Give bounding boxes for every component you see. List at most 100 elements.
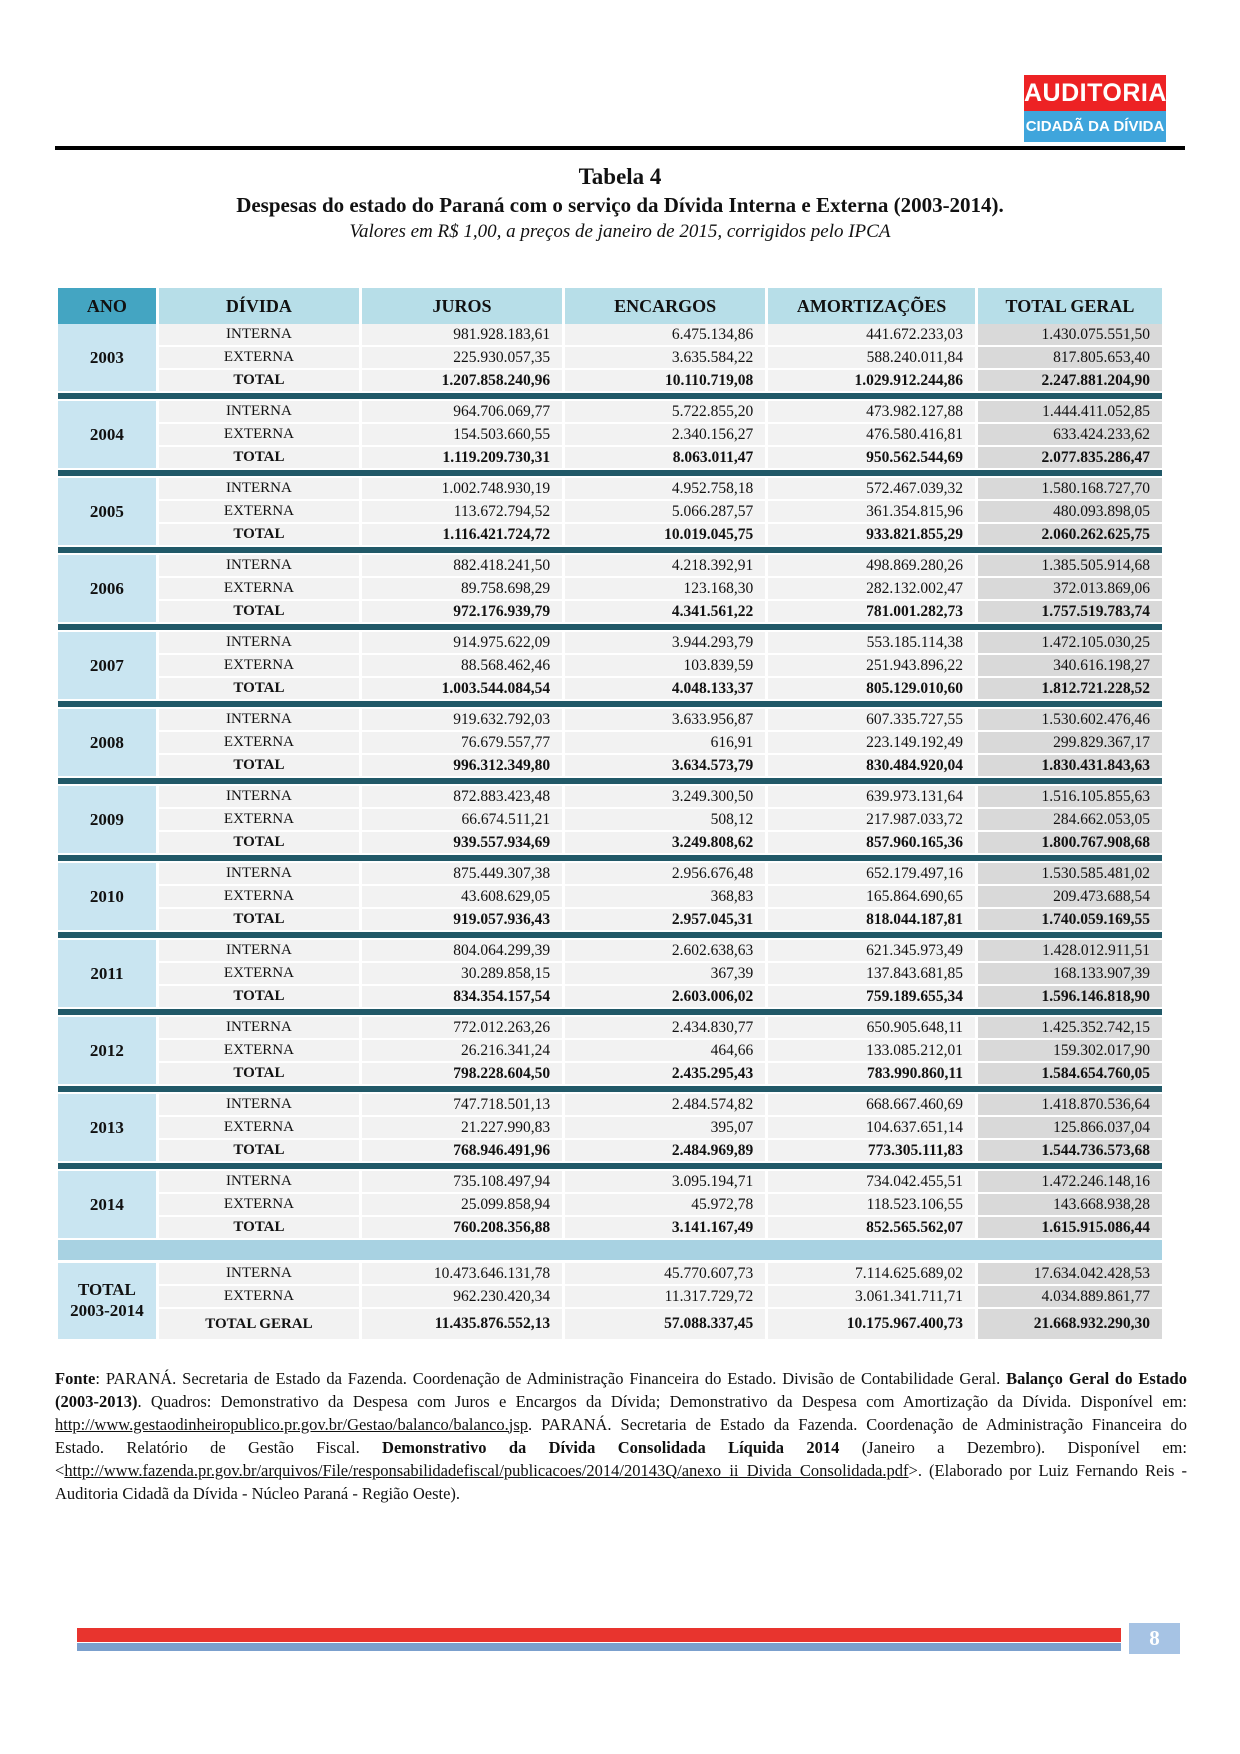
- table-row: TOTAL 1.003.544.084,54 4.048.133,37 805.129…: [58, 677, 1162, 701]
- debt-type-cell: INTERNA: [157, 939, 362, 963]
- value-cell: 964.706.069,77: [360, 400, 566, 424]
- value-cell: 3.141.167,49: [563, 1216, 769, 1240]
- value-cell: 225.930.057,35: [360, 346, 566, 370]
- year-separator: [58, 777, 1162, 786]
- value-cell: 1.757.519.783,74: [976, 600, 1162, 624]
- value-cell: 4.034.889.861,77: [976, 1284, 1162, 1309]
- value-cell: 616,91: [563, 731, 769, 755]
- table-row: 2007 INTERNA 914.975.622,09 3.944.293,79 553…: [58, 631, 1162, 701]
- value-cell: 1.029.912.244,86: [766, 369, 978, 393]
- value-cell: 633.424.233,62: [976, 423, 1162, 447]
- table-row: EXTERNA 89.758.698,29 123.168,30 282.132.00…: [58, 577, 1162, 601]
- value-cell: 43.608.629,05: [360, 885, 566, 909]
- source-segment: Demonstrativo da Dívida Consolidada Líqu…: [382, 1437, 840, 1457]
- value-cell: 476.580.416,81: [766, 423, 978, 447]
- value-cell: 464,66: [563, 1039, 769, 1063]
- value-cell: 480.093.898,05: [976, 500, 1162, 524]
- value-cell: 553.185.114,38: [766, 631, 978, 655]
- value-cell: 2.435.295,43: [563, 1062, 769, 1086]
- table-row: TOTAL 939.557.934,69 3.249.808,62 857.960.1…: [58, 831, 1162, 855]
- value-cell: 572.467.039,32: [766, 477, 978, 501]
- table-row: EXTERNA 962.230.420,34 11.317.729,72 3.061.…: [58, 1284, 1162, 1309]
- table-row: 2012 INTERNA 772.012.263,26 2.434.830,77 650…: [58, 1016, 1162, 1086]
- value-cell: 1.385.505.914,68: [976, 554, 1162, 578]
- debt-type-cell: TOTAL: [157, 1216, 362, 1240]
- value-cell: 1.812.721.228,52: [976, 677, 1162, 701]
- source-text: Fonte: PARANÁ. Secretaria de Estado da F…: [55, 1367, 1187, 1505]
- table-row: 2004 INTERNA 964.706.069,77 5.722.855,20 473…: [58, 400, 1162, 470]
- value-cell: 4.048.133,37: [563, 677, 769, 701]
- value-cell: 168.133.907,39: [976, 962, 1162, 986]
- value-cell: 123.168,30: [563, 577, 769, 601]
- value-cell: 5.066.287,57: [563, 500, 769, 524]
- year-cell: 2007: [58, 631, 159, 701]
- source-link[interactable]: http://www.gestaodinheiropublico.pr.gov.…: [55, 1414, 529, 1434]
- debt-type-cell: INTERNA: [157, 554, 362, 578]
- value-cell: 11.435.876.552,13: [360, 1307, 566, 1341]
- debt-type-cell: TOTAL: [157, 1139, 362, 1163]
- value-cell: 143.668.938,28: [976, 1193, 1162, 1217]
- year-cell: 2010: [58, 862, 159, 932]
- value-cell: 395,07: [563, 1116, 769, 1140]
- value-cell: 781.001.282,73: [766, 600, 978, 624]
- logo-auditoria-label: AUDITORIA: [1024, 75, 1166, 111]
- table-row: 2009 INTERNA 872.883.423,48 3.249.300,50 639…: [58, 785, 1162, 855]
- year-separator: [58, 931, 1162, 940]
- value-cell: 2.956.676,48: [563, 862, 769, 886]
- column-header: JUROS: [360, 288, 566, 324]
- value-cell: 10.175.967.400,73: [766, 1307, 978, 1341]
- table-row: EXTERNA 66.674.511,21 508,12 217.987.033,72…: [58, 808, 1162, 832]
- table-row: TOTAL 2003-2014 INTERNA 10.473.646.131,78 45…: [58, 1261, 1162, 1341]
- debt-type-cell: INTERNA: [157, 324, 362, 347]
- debt-type-cell: TOTAL: [157, 831, 362, 855]
- value-cell: 1.003.544.084,54: [360, 677, 566, 701]
- value-cell: 817.805.653,40: [976, 346, 1162, 370]
- debt-type-cell: INTERNA: [157, 1170, 362, 1194]
- auditoria-cidada-logo: AUDITORIA CIDADÃ DA DÍVIDA: [1024, 75, 1166, 142]
- value-cell: 783.990.860,11: [766, 1062, 978, 1086]
- value-cell: 4.952.758,18: [563, 477, 769, 501]
- value-cell: 919.632.792,03: [360, 708, 566, 732]
- value-cell: 340.616.198,27: [976, 654, 1162, 678]
- year-separator: [58, 1162, 1162, 1171]
- value-cell: 1.580.168.727,70: [976, 477, 1162, 501]
- year-cell: 2006: [58, 554, 159, 624]
- year-separator: [58, 1008, 1162, 1017]
- value-cell: 805.129.010,60: [766, 677, 978, 701]
- value-cell: 1.584.654.760,05: [976, 1062, 1162, 1086]
- value-cell: 299.829.367,17: [976, 731, 1162, 755]
- table-row: TOTAL 1.207.858.240,96 10.110.719,08 1.029.…: [58, 369, 1162, 393]
- value-cell: 830.484.920,04: [766, 754, 978, 778]
- table-row: TOTAL 972.176.939,79 4.341.561,22 781.001.2…: [58, 600, 1162, 624]
- source-segment: >. (Elaborado por Luiz Fernando Reis - A…: [55, 1460, 1187, 1503]
- value-cell: 1.444.411.052,85: [976, 400, 1162, 424]
- value-cell: 652.179.497,16: [766, 862, 978, 886]
- header-divider-rule: [55, 146, 1185, 150]
- value-cell: 3.061.341.711,71: [766, 1284, 978, 1309]
- debt-table: ANO DÍVIDA JUROS ENCARGOS AMORTIZAÇÕES TOTAL …: [58, 288, 1162, 1341]
- value-cell: 10.019.045,75: [563, 523, 769, 547]
- value-cell: 4.341.561,22: [563, 600, 769, 624]
- value-cell: 3.633.956,87: [563, 708, 769, 732]
- footer-blue-bar: [77, 1643, 1121, 1651]
- value-cell: 1.430.075.551,50: [976, 324, 1162, 347]
- page-number: 8: [1149, 1626, 1160, 1650]
- year-cell: 2008: [58, 708, 159, 778]
- value-cell: 1.418.870.536,64: [976, 1093, 1162, 1117]
- value-cell: 165.864.690,65: [766, 885, 978, 909]
- value-cell: 25.099.858,94: [360, 1193, 566, 1217]
- value-cell: 972.176.939,79: [360, 600, 566, 624]
- year-separator: [58, 1085, 1162, 1094]
- table-row: TOTAL 834.354.157,54 2.603.006,02 759.189.6…: [58, 985, 1162, 1009]
- source-link[interactable]: http://www.fazenda.pr.gov.br/arquivos/Fi…: [64, 1460, 909, 1480]
- value-cell: 639.973.131,64: [766, 785, 978, 809]
- table-row: 2014 INTERNA 735.108.497,94 3.095.194,71 734…: [58, 1170, 1162, 1240]
- source-segment: Fonte: [55, 1368, 96, 1388]
- value-cell: 2.957.045,31: [563, 908, 769, 932]
- table-row: 2006 INTERNA 882.418.241,50 4.218.392,91 498…: [58, 554, 1162, 624]
- source-segment: . PARANÁ. Secretaria de Estado da Fazend…: [55, 1414, 1187, 1457]
- value-cell: 2.602.638,63: [563, 939, 769, 963]
- value-cell: 125.866.037,04: [976, 1116, 1162, 1140]
- value-cell: 760.208.356,88: [360, 1216, 566, 1240]
